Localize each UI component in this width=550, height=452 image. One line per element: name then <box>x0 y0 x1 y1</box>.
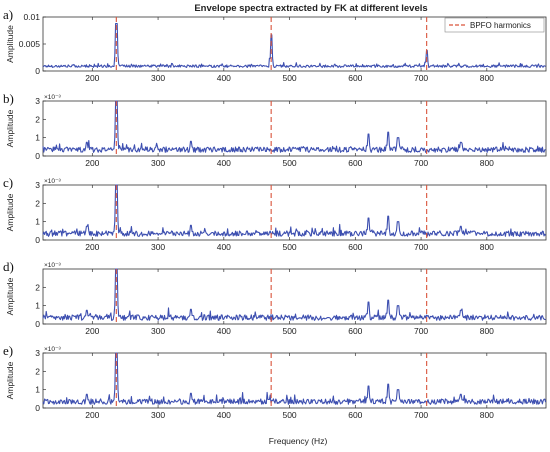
panel-b: 200 300 400 500 600 700 800 0 1 2 3 ×10⁻³ Amplitude b… <box>3 91 547 168</box>
x-tick-label: 400 <box>217 73 231 83</box>
x-tick-label: 700 <box>414 326 428 336</box>
panel-d: 200 300 400 500 600 700 800 0 1 2 ×10⁻³ Amplitude d) <box>3 259 547 336</box>
panel-label: c) <box>3 175 13 190</box>
x-tick-label: 500 <box>282 158 296 168</box>
x-tick-label: 500 <box>282 73 296 83</box>
x-tick-label: 700 <box>414 242 428 252</box>
x-tick-label: 200 <box>85 73 99 83</box>
y-axis-label: Amplitude <box>5 277 15 315</box>
axes-frame <box>42 184 547 241</box>
y-tick-label: 0.005 <box>19 39 41 49</box>
y-axis-label: Amplitude <box>5 361 15 399</box>
y-exponent-label: ×10⁻³ <box>44 262 61 269</box>
y-tick-label: 2 <box>35 366 40 376</box>
x-tick-label: 500 <box>282 326 296 336</box>
y-tick-label: 1 <box>35 301 40 311</box>
x-tick-label: 300 <box>151 158 165 168</box>
panel-label: e) <box>3 343 13 358</box>
figure-title: Envelope spectra extracted by FK at diff… <box>194 3 427 14</box>
legend: BPFO harmonics <box>444 17 545 33</box>
panel-e: 200 300 400 500 600 700 800 0 1 2 3 ×10⁻³ Amplitude e… <box>3 343 547 420</box>
y-exponent-label: ×10⁻³ <box>44 178 61 185</box>
y-tick-label: 1 <box>35 133 40 143</box>
axes-frame <box>42 268 547 325</box>
x-tick-label: 300 <box>151 410 165 420</box>
axes-frame <box>42 100 547 157</box>
panel-label: b) <box>3 91 14 106</box>
y-tick-label: 0 <box>35 403 40 413</box>
x-tick-label: 500 <box>282 242 296 252</box>
x-axis-label: Frequency (Hz) <box>269 436 328 446</box>
x-tick-label: 400 <box>217 158 231 168</box>
x-tick-label: 800 <box>480 410 494 420</box>
x-tick-label: 200 <box>85 158 99 168</box>
x-tick-label: 600 <box>348 158 362 168</box>
y-tick-label: 1 <box>35 385 40 395</box>
spectrum-series-line <box>42 268 546 321</box>
spectrum-series-line <box>42 184 547 237</box>
spectrum-series-line <box>42 352 547 405</box>
y-exponent-label: ×10⁻³ <box>44 94 61 101</box>
x-tick-label: 700 <box>414 410 428 420</box>
y-tick-label: 0.01 <box>23 12 40 22</box>
panel-a: 200 300 400 500 600 700 800 0 0.005 0.01 Amplitude… <box>3 7 547 83</box>
legend-label: BPFO harmonics <box>470 21 531 30</box>
x-tick-label: 600 <box>348 326 362 336</box>
y-tick-label: 1 <box>35 217 40 227</box>
x-tick-label: 300 <box>151 242 165 252</box>
axes-frame <box>42 352 547 409</box>
x-tick-label: 800 <box>480 73 494 83</box>
x-tick-label: 400 <box>217 242 231 252</box>
x-tick-label: 600 <box>348 410 362 420</box>
spectrum-series-line <box>42 22 546 68</box>
spectrum-series-line <box>42 100 546 153</box>
panel-c: 200 300 400 500 600 700 800 0 1 2 3 ×10⁻³ Amplitude c… <box>3 175 547 252</box>
y-tick-label: 0 <box>35 319 40 329</box>
y-tick-label: 3 <box>35 180 40 190</box>
y-exponent-label: ×10⁻³ <box>44 346 61 353</box>
y-axis-label: Amplitude <box>5 109 15 147</box>
y-tick-label: 3 <box>35 96 40 106</box>
x-tick-label: 600 <box>348 242 362 252</box>
x-tick-label: 500 <box>282 410 296 420</box>
y-tick-label: 0 <box>35 235 40 245</box>
x-tick-label: 600 <box>348 73 362 83</box>
x-tick-label: 700 <box>414 158 428 168</box>
x-tick-label: 300 <box>151 326 165 336</box>
panel-label: a) <box>3 7 13 22</box>
x-tick-label: 200 <box>85 410 99 420</box>
x-tick-label: 200 <box>85 242 99 252</box>
y-tick-label: 2 <box>35 198 40 208</box>
legend-box <box>444 17 545 33</box>
x-tick-label: 200 <box>85 326 99 336</box>
y-tick-label: 0 <box>35 66 40 76</box>
y-axis-label: Amplitude <box>5 25 15 63</box>
x-tick-label: 800 <box>480 158 494 168</box>
x-tick-label: 300 <box>151 73 165 83</box>
x-tick-label: 400 <box>217 326 231 336</box>
y-tick-label: 2 <box>35 114 40 124</box>
y-tick-label: 2 <box>35 282 40 292</box>
panels: 200 300 400 500 600 700 80000.0050.01Amplitude… <box>3 7 547 420</box>
x-tick-label: 400 <box>217 410 231 420</box>
x-tick-label: 700 <box>414 73 428 83</box>
panel-label: d) <box>3 259 14 274</box>
x-tick-label: 800 <box>480 242 494 252</box>
y-tick-label: 0 <box>35 151 40 161</box>
y-tick-label: 3 <box>35 348 40 358</box>
y-axis-label: Amplitude <box>5 193 15 231</box>
x-tick-label: 800 <box>480 326 494 336</box>
